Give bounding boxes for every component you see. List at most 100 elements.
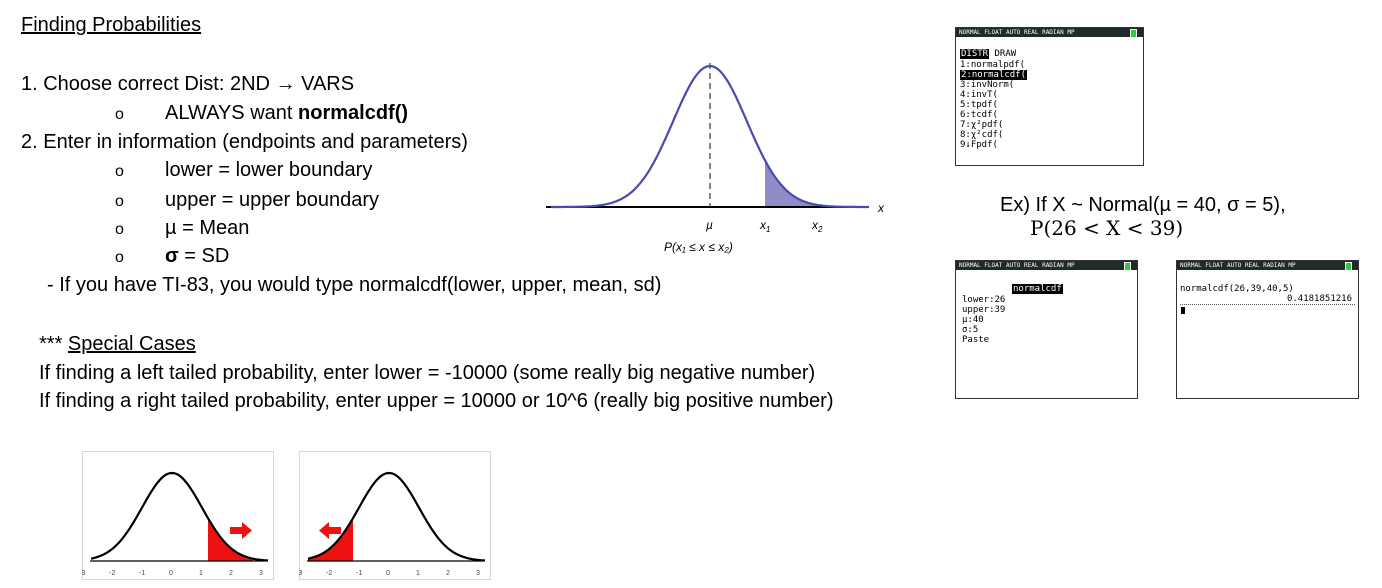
tick-label: 1 bbox=[416, 570, 420, 577]
left-tail-note: If finding a left tailed probability, en… bbox=[39, 362, 816, 384]
sd-text: = SD bbox=[178, 245, 230, 267]
x2-label: x2 bbox=[811, 218, 823, 234]
calc-status-bar: NORMAL FLOAT AUTO REAL RADIAN MP bbox=[956, 261, 1137, 270]
x2-letter: x bbox=[811, 218, 819, 232]
tick-label: 1 bbox=[199, 570, 203, 577]
tick-label: 3 bbox=[476, 570, 480, 577]
normalcdf-header: normalcdf bbox=[1012, 284, 1063, 294]
step-2: 2. Enter in information (endpoints and p… bbox=[21, 131, 468, 153]
step-1-sub-text: ALWAYS want normalcdf() bbox=[165, 101, 408, 125]
right-tail-chart: -3 -2 -1 0 1 2 3 bbox=[82, 451, 274, 580]
calc-menu-tabs: DISTR DRAW bbox=[960, 49, 1016, 59]
bell-curve bbox=[307, 471, 486, 562]
calculator-normalcdf-input: NORMAL FLOAT AUTO REAL RADIAN MP normalc… bbox=[955, 260, 1138, 399]
tick-label: 2 bbox=[446, 570, 450, 577]
bullet: o bbox=[115, 249, 124, 266]
bell-curve bbox=[90, 471, 269, 562]
bullet: o bbox=[115, 106, 124, 123]
x-axis-label: x bbox=[877, 201, 885, 215]
calc-status-bar: NORMAL FLOAT AUTO REAL RADIAN MP bbox=[956, 28, 1143, 37]
right-arrow-icon bbox=[230, 522, 252, 539]
page-title: Finding Probabilities bbox=[21, 14, 202, 36]
menu-item[interactable]: 1:normalpdf( bbox=[960, 60, 1026, 70]
menu-item[interactable]: 9↓Fpdf( bbox=[960, 140, 998, 150]
x2-subscript: 2 bbox=[817, 225, 823, 234]
tick-label: -3 bbox=[299, 570, 302, 577]
menu-item[interactable]: 8:χ²cdf( bbox=[960, 130, 1004, 140]
left-arrow-icon bbox=[319, 522, 341, 539]
tick-label: 0 bbox=[169, 570, 173, 577]
normal-curve bbox=[550, 64, 870, 209]
right-tail-note: If finding a right tailed probability, e… bbox=[39, 390, 834, 412]
step-1-sub: o ALWAYS want normalcdf() bbox=[115, 101, 408, 127]
step-2-sub-text: lower = lower boundary bbox=[165, 159, 373, 181]
cursor bbox=[1181, 307, 1185, 314]
ti83-note: - If you have TI-83, you would type norm… bbox=[47, 274, 662, 296]
sigma-symbol: σ bbox=[165, 245, 179, 267]
tick-label: -1 bbox=[139, 570, 145, 577]
result-divider bbox=[1180, 304, 1355, 305]
menu-item[interactable]: 4:invT( bbox=[960, 90, 998, 100]
menu-item-selected[interactable]: 2:normalcdf( bbox=[960, 70, 1028, 80]
step-2-sub-text: upper = upper boundary bbox=[165, 189, 380, 211]
step-1: 1. Choose correct Dist: 2ND → VARS bbox=[21, 73, 355, 95]
battery-icon bbox=[1124, 262, 1131, 271]
step-2-sub-2: o upper = upper boundary bbox=[115, 188, 379, 214]
tick-label: -2 bbox=[109, 570, 115, 577]
lower-field[interactable]: lower:26 bbox=[962, 295, 1006, 305]
tick-label: -3 bbox=[82, 570, 85, 577]
x1-subscript: 1 bbox=[766, 225, 770, 234]
calc-input-header: normalcdf bbox=[1012, 284, 1063, 294]
x1-letter: x bbox=[759, 218, 767, 232]
step-2-sub-1: o lower = lower boundary bbox=[115, 158, 372, 184]
bullet: o bbox=[115, 193, 124, 210]
bullet: o bbox=[115, 163, 124, 180]
mu-field[interactable]: µ:40 bbox=[962, 315, 984, 325]
right-tail-shade bbox=[208, 518, 253, 561]
x1-label: x1 bbox=[759, 218, 770, 234]
special-cases-title: Special Cases bbox=[67, 333, 196, 355]
left-tail-chart: -3 -2 -1 0 1 2 3 bbox=[299, 451, 491, 580]
tab-draw[interactable]: DRAW bbox=[994, 49, 1017, 59]
special-cases-heading: *** Special Cases bbox=[39, 332, 196, 356]
stars: *** bbox=[39, 333, 68, 355]
mu-label: µ bbox=[706, 218, 713, 232]
step-2-sub-3: o µ = Mean bbox=[115, 216, 249, 242]
tick-label: 0 bbox=[386, 570, 390, 577]
tab-distr[interactable]: DISTR bbox=[960, 49, 990, 59]
calculator-result-screen: NORMAL FLOAT AUTO REAL RADIAN MP normalc… bbox=[1176, 260, 1359, 399]
bullet: o bbox=[115, 221, 124, 238]
battery-icon bbox=[1345, 262, 1352, 271]
tick-label: -1 bbox=[356, 570, 362, 577]
step-2-sub-4: o σ = SD bbox=[115, 244, 229, 270]
calc-command: normalcdf(26,39,40,5) bbox=[1180, 284, 1294, 294]
tick-label: 2 bbox=[229, 570, 233, 577]
example-line-2: P(26 < X < 39) bbox=[1030, 216, 1184, 240]
left-tail-shade bbox=[308, 518, 353, 561]
normal-curve-figure: x µ x1 x2 P(x₁ ≤ x ≤ x₂) bbox=[546, 63, 885, 254]
tick-label: 3 bbox=[259, 570, 263, 577]
paste-option[interactable]: Paste bbox=[962, 335, 990, 345]
step-1-sub-prefix: ALWAYS want bbox=[165, 102, 299, 124]
calc-input-fields: lower:26 upper:39 µ:40 σ:5 Paste bbox=[962, 295, 1005, 345]
menu-item[interactable]: 3:invNorm( bbox=[960, 80, 1015, 90]
upper-field[interactable]: upper:39 bbox=[962, 305, 1006, 315]
calc-status-bar: NORMAL FLOAT AUTO REAL RADIAN MP bbox=[1177, 261, 1358, 270]
step-1-sub-bold: normalcdf() bbox=[298, 102, 409, 124]
shaded-area bbox=[765, 160, 817, 207]
tick-labels: -3 -2 -1 0 1 2 3 bbox=[82, 570, 263, 577]
calculator-distr-menu: NORMAL FLOAT AUTO REAL RADIAN MP DISTR D… bbox=[955, 27, 1144, 166]
step-2-sub-text: σ = SD bbox=[165, 244, 229, 268]
menu-item[interactable]: 7:χ²pdf( bbox=[960, 120, 1004, 130]
tick-labels: -3 -2 -1 0 1 2 3 bbox=[299, 570, 480, 577]
calc-menu-list: 1:normalpdf( 2:normalcdf( 3:invNorm( 4:i… bbox=[960, 60, 1028, 150]
example-line-1: Ex) If X ~ Normal(µ = 40, σ = 5), bbox=[1000, 194, 1286, 216]
probability-label: P(x₁ ≤ x ≤ x₂) bbox=[664, 240, 733, 254]
tick-label: -2 bbox=[326, 570, 332, 577]
step-2-sub-text: µ = Mean bbox=[165, 217, 250, 239]
sigma-field[interactable]: σ:5 bbox=[962, 325, 979, 335]
menu-item[interactable]: 5:tpdf( bbox=[960, 100, 998, 110]
battery-icon bbox=[1130, 29, 1137, 38]
calc-result-value: 0.4181851216 bbox=[1286, 294, 1352, 304]
menu-item[interactable]: 6:tcdf( bbox=[960, 110, 998, 120]
